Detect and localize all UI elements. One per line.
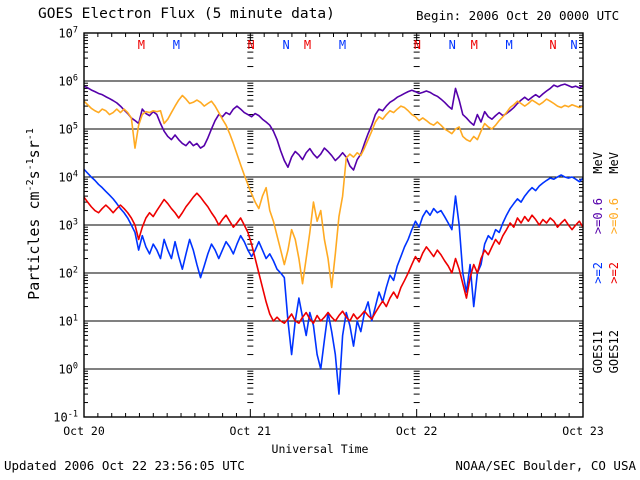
legend-energy-06mev: >=0.6 [591,198,605,235]
legend-energy-2mev: >=2 [591,262,605,284]
event-flag-m: M [303,38,312,52]
x-tick-label: Oct 20 [63,424,105,438]
begin-time-label: Begin: 2006 Oct 20 0000 UTC [416,8,620,23]
event-flag-m: M [338,38,347,52]
legend-energy-2mev: >=2 [607,262,621,284]
y-tick-label: 103 [58,217,78,233]
x-tick-label: Oct 22 [395,424,438,438]
y-tick-label: 101 [58,313,78,329]
series-line [84,192,583,325]
y-tick-label: 105 [58,121,78,137]
event-flag-m: M [470,38,478,52]
y-tick-label: 104 [58,169,78,185]
y-axis-label: Particles cm-2s-1sr-1 [25,128,43,300]
y-tick-label: 100 [58,361,78,377]
event-flag-n: N [448,38,456,52]
event-flag-n: N [247,38,255,52]
event-flag-m: M [505,38,513,52]
x-tick-label: Oct 23 [562,424,604,438]
legend-energy-06mev: >=0.6 [607,198,621,235]
x-tick-label: Oct 21 [229,424,272,438]
credit-label: NOAA/SEC Boulder, CO USA [455,458,636,473]
y-tick-label: 10-1 [53,409,78,425]
event-flag-n: N [570,38,578,52]
updated-timestamp: Updated 2006 Oct 22 23:56:05 UTC [4,458,245,473]
legend-unit: MeV [607,152,621,174]
event-flag-n: N [549,38,557,52]
y-tick-label: 106 [58,73,78,89]
y-tick-label: 102 [58,265,78,281]
series-line [84,94,583,289]
legend-unit: MeV [591,152,605,174]
legend-satellite: GOES11 [591,330,605,374]
page-title: GOES Electron Flux (5 minute data) [38,6,335,22]
event-flag-n: N [413,38,421,52]
series-line [84,83,583,171]
y-tick-label: 107 [58,25,78,41]
event-flag-n: N [282,38,290,52]
series-line [84,168,583,395]
legend-satellite: GOES12 [607,330,621,374]
event-flag-m: M [137,38,145,52]
x-axis-label: Universal Time [271,442,369,456]
day-boundary-marks [412,34,421,404]
event-flag-m: M [172,38,180,52]
